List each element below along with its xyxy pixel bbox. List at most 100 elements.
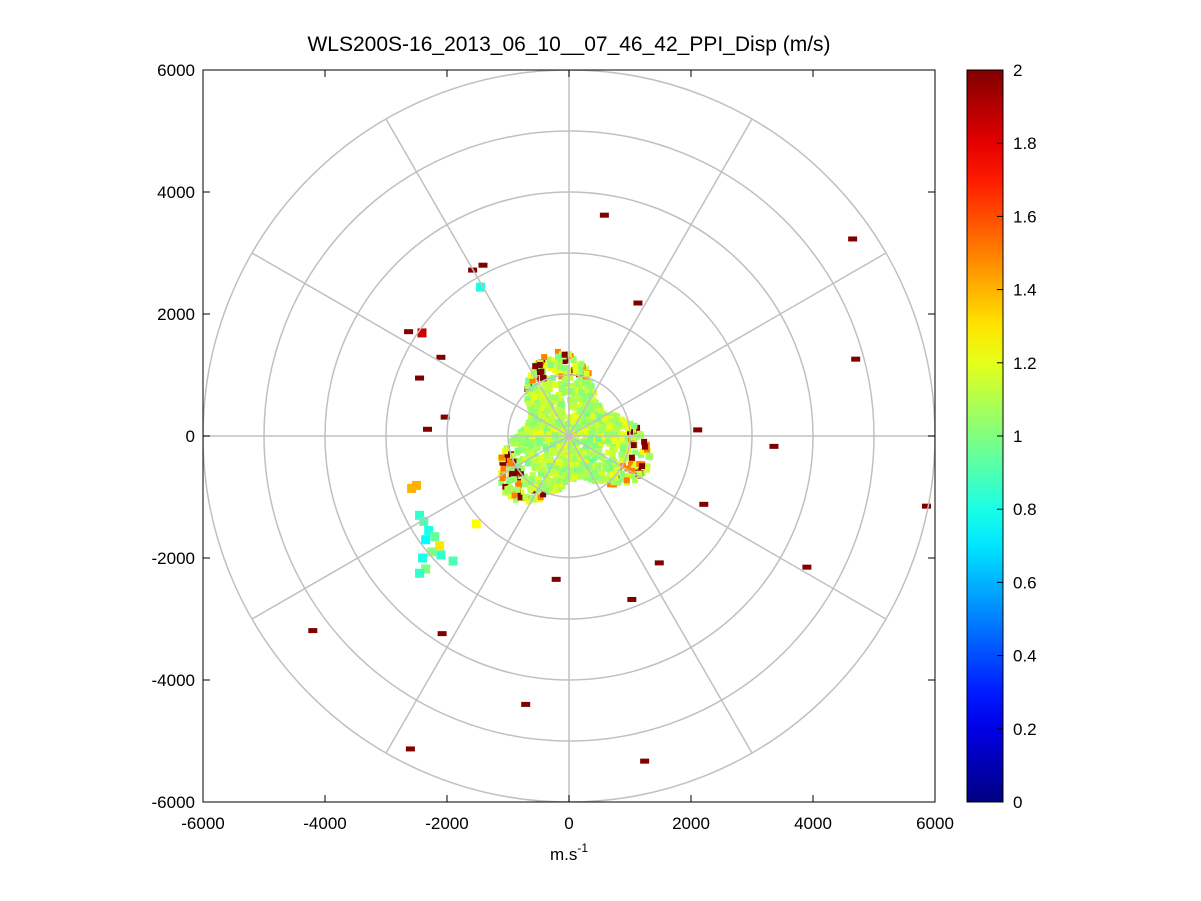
core-pixel [550,357,557,364]
core-pixel [541,384,548,391]
core-pixel [558,450,565,457]
core-pixel [572,435,579,442]
core-pixel [552,382,559,389]
core-pixel [643,466,650,473]
core-pixel [540,491,547,498]
core-pixel [554,348,561,355]
core-pixel [507,485,514,492]
core-pixel [580,421,587,428]
core-pixel [615,420,622,427]
core-pixel [552,418,559,425]
data-point [654,560,664,566]
core-pixel [528,385,535,392]
core-pixel [532,458,539,465]
core-pixel [508,470,515,477]
core-pixel [577,419,584,426]
core-pixel [528,494,535,501]
core-pixel [564,474,571,481]
core-pixel [543,486,550,493]
core-pixel [553,394,560,401]
core-pixel [594,465,601,472]
core-pixel [609,449,616,456]
core-pixel [557,364,564,371]
core-pixel [516,457,523,464]
core-pixel [627,461,634,468]
core-pixel [503,445,510,452]
core-pixel [557,455,564,462]
core-pixel [592,450,599,457]
x-tick-label: -6000 [181,814,224,833]
data-point [693,427,703,433]
core-pixel [577,363,584,370]
core-pixel [560,479,567,486]
core-pixel [618,435,625,442]
spoke-line [568,435,887,620]
core-pixel [573,420,580,427]
core-pixel [540,398,547,405]
colorbar-tick-label: 2 [1013,61,1022,80]
core-pixel [553,468,560,475]
core-pixel [596,417,603,424]
x-axis-label-superscript: -1 [577,841,588,855]
core-pixel [636,470,643,477]
core-pixel [588,443,595,450]
core-pixel [567,403,574,410]
core-pixel [622,435,629,442]
core-pixel [536,361,543,368]
core-pixel [600,438,607,445]
core-pixel [570,456,577,463]
core-pixel [620,444,627,451]
x-tick-label: 2000 [672,814,710,833]
spoke-line [568,435,753,754]
core-pixel [574,461,581,468]
core-pixel [551,367,558,374]
core-pixel [543,408,550,415]
data-point [448,556,458,566]
core-pixel [539,395,546,402]
core-pixel [524,441,531,448]
core-pixel [571,465,578,472]
core-pixel [560,438,567,445]
core-pixel [534,444,541,451]
core-pixel [567,374,574,381]
data-point [308,628,318,634]
core-pixel [514,468,521,475]
data-point [627,596,637,602]
core-pixel [628,468,635,475]
core-pixel [564,365,571,372]
core-pixel [572,368,579,375]
core-pixel [535,434,542,441]
core-pixel [528,439,535,446]
core-pixel [587,412,594,419]
core-pixel [506,477,513,484]
core-pixel [562,442,569,449]
core-pixel [519,445,526,452]
x-axis-label-text: m.s [550,845,577,864]
core-pixel [595,469,602,476]
core-pixel [601,416,608,423]
core-pixel [576,409,583,416]
colorbar-tick-label: 1.6 [1013,207,1037,226]
core-pixel [614,430,621,437]
x-tick-label: -2000 [425,814,468,833]
core-pixel [570,448,577,455]
core-pixel [580,438,587,445]
core-pixel [584,428,591,435]
spoke-line [568,118,753,437]
core-pixel [583,440,590,447]
core-pixel [627,420,634,427]
core-pixel [588,476,595,483]
colorbar-tick-label: 0.6 [1013,573,1037,592]
core-pixel [591,402,598,409]
core-pixel [527,372,534,379]
data-point [436,550,446,560]
core-pixel [644,463,651,470]
core-pixel [525,389,532,396]
data-point [640,758,650,764]
core-pixel [641,443,648,450]
core-pixel [632,477,639,484]
core-pixel [548,459,555,466]
core-pixel [528,394,535,401]
core-pixel [593,426,600,433]
core-pixel [614,442,621,449]
